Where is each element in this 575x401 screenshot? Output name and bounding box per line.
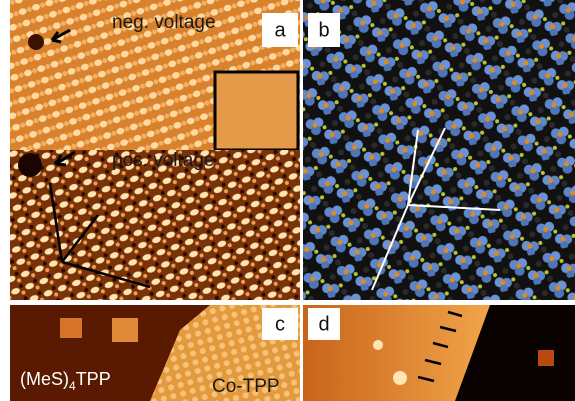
inset [215,72,298,150]
annotation: Co-TPP [212,376,280,397]
annotation: pos. voltage [112,150,214,171]
panel-label: b [318,19,329,41]
molecule [112,318,138,342]
panel-d: d [303,305,575,401]
panel-b: b [303,0,575,300]
annotation: neg. voltage [112,12,216,33]
panel-label: a [274,19,286,41]
panel-label: c [275,313,285,335]
panel-label: d [318,313,329,335]
defect [28,34,44,50]
panel-a: neg. voltage pos. voltage a [10,0,300,300]
defect [18,153,42,177]
bright-spot [373,340,383,350]
panel-c: (MeS)4TPP Co-TPP c [10,305,300,401]
molecular-model [303,0,575,300]
molecule [538,350,554,366]
molecule [60,318,82,338]
bright-spot [393,371,407,385]
stm-image-pos [10,150,300,300]
figure: neg. voltage pos. voltage a b (MeS)4TPP … [0,0,575,401]
